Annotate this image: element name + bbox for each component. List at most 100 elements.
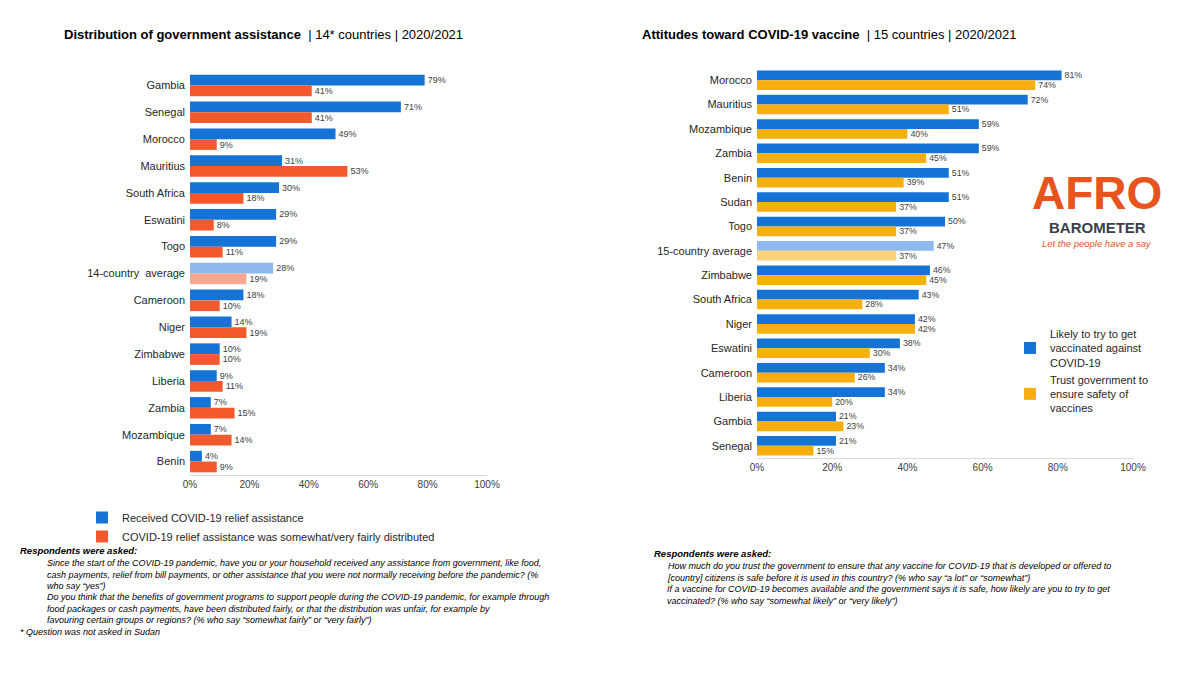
svg-text:10%: 10% [223,354,241,364]
svg-text:Do you think that the benefits: Do you think that the benefits of govern… [47,592,549,625]
svg-text:Attitudes toward COVID-19 vacc: Attitudes toward COVID-19 vaccine | 15 c… [642,27,1017,42]
svg-text:14%: 14% [235,317,253,327]
svg-text:0%: 0% [183,479,198,490]
svg-text:Morocco: Morocco [710,74,752,86]
svg-text:AFRO: AFRO [1032,167,1162,219]
svg-text:47%: 47% [937,241,955,251]
svg-text:Cameroon: Cameroon [701,367,752,379]
svg-text:100%: 100% [474,479,500,490]
svg-text:If a vaccine for COVID-19 beco: If a vaccine for COVID-19 becomes availa… [667,584,1110,606]
svg-text:28%: 28% [865,299,883,309]
svg-text:79%: 79% [428,75,446,85]
svg-text:51%: 51% [952,192,970,202]
svg-text:26%: 26% [858,372,876,382]
svg-text:Liberia: Liberia [152,375,186,387]
svg-text:15%: 15% [816,446,834,456]
svg-text:30%: 30% [282,183,300,193]
svg-text:Niger: Niger [159,321,186,333]
svg-text:42%: 42% [918,324,936,334]
svg-text:20%: 20% [822,462,842,473]
svg-text:51%: 51% [952,104,970,114]
svg-text:Respondents were asked:: Respondents were asked: [20,545,137,556]
svg-text:30%: 30% [873,348,891,358]
svg-text:Zambia: Zambia [715,147,753,159]
svg-text:Zimbabwe: Zimbabwe [701,269,752,281]
svg-text:21%: 21% [839,436,857,446]
svg-text:Zambia: Zambia [148,402,186,414]
svg-text:7%: 7% [214,424,227,434]
svg-text:BAROMETER: BAROMETER [1049,219,1146,236]
svg-text:Togo: Togo [161,240,185,252]
svg-text:Since the start of the COVID-1: Since the start of the COVID-19 pandemic… [47,558,541,591]
svg-text:COVID-19 relief assistance was: COVID-19 relief assistance was somewhat/… [122,531,434,543]
svg-text:34%: 34% [888,363,906,373]
svg-text:10%: 10% [223,344,241,354]
svg-text:Liberia: Liberia [719,391,753,403]
svg-text:28%: 28% [276,263,294,273]
svg-text:37%: 37% [899,226,917,236]
svg-text:71%: 71% [404,102,422,112]
svg-text:59%: 59% [982,119,1000,129]
svg-text:45%: 45% [929,275,947,285]
svg-text:Likely to try to getvaccinated: Likely to try to getvaccinated againstCO… [1050,328,1141,369]
svg-text:Senegal: Senegal [145,106,185,118]
svg-text:20%: 20% [835,397,853,407]
svg-text:41%: 41% [315,86,333,96]
svg-text:60%: 60% [973,462,993,473]
svg-text:* Question was not asked in Su: * Question was not asked in Sudan [20,627,160,637]
svg-text:15-country average: 15-country average [657,245,752,257]
svg-text:Togo: Togo [728,220,752,232]
svg-text:23%: 23% [846,421,864,431]
svg-text:42%: 42% [918,314,936,324]
svg-text:45%: 45% [929,153,947,163]
svg-text:14-country average: 14-country average [87,267,185,279]
svg-text:60%: 60% [358,479,378,490]
svg-text:Mauritius: Mauritius [707,98,752,110]
svg-text:18%: 18% [246,193,264,203]
svg-text:Zimbabwe: Zimbabwe [134,348,185,360]
svg-text:Eswatini: Eswatini [711,342,752,354]
svg-text:40%: 40% [910,129,928,139]
svg-text:29%: 29% [279,236,297,246]
svg-text:How much do you trust the gove: How much do you trust the government to … [667,561,1111,583]
svg-text:South Africa: South Africa [693,293,753,305]
svg-text:Sudan: Sudan [720,196,752,208]
svg-text:49%: 49% [339,129,357,139]
svg-text:34%: 34% [888,387,906,397]
svg-text:80%: 80% [418,479,438,490]
svg-text:7%: 7% [214,397,227,407]
svg-text:43%: 43% [922,290,940,300]
svg-text:40%: 40% [897,462,917,473]
svg-text:20%: 20% [239,479,259,490]
svg-text:59%: 59% [982,143,1000,153]
svg-text:72%: 72% [1031,95,1049,105]
svg-text:Cameroon: Cameroon [134,294,185,306]
svg-text:10%: 10% [223,301,241,311]
svg-text:Benin: Benin [157,455,185,467]
svg-text:Respondents were asked:: Respondents were asked: [654,548,771,559]
svg-text:11%: 11% [226,247,243,257]
svg-text:9%: 9% [220,140,233,150]
svg-text:Mozambique: Mozambique [689,123,752,135]
svg-text:4%: 4% [205,451,218,461]
svg-text:38%: 38% [903,338,921,348]
svg-text:50%: 50% [948,216,966,226]
svg-text:11%: 11% [226,381,243,391]
svg-text:South Africa: South Africa [126,187,186,199]
svg-text:29%: 29% [279,209,297,219]
svg-text:Received COVID-19 relief assis: Received COVID-19 relief assistance [122,512,304,524]
svg-text:Trust government toensure safe: Trust government toensure safety ofvacci… [1050,374,1148,415]
svg-text:80%: 80% [1048,462,1068,473]
svg-text:51%: 51% [952,168,970,178]
svg-text:19%: 19% [249,328,267,338]
svg-text:18%: 18% [246,290,264,300]
svg-text:Mozambique: Mozambique [122,429,185,441]
svg-text:40%: 40% [299,479,319,490]
svg-text:81%: 81% [1065,70,1083,80]
svg-text:15%: 15% [238,408,256,418]
svg-text:Distribution of government ass: Distribution of government assistance | … [64,27,463,42]
svg-text:21%: 21% [839,411,857,421]
svg-text:31%: 31% [285,156,303,166]
svg-text:53%: 53% [350,166,368,176]
svg-text:Mauritius: Mauritius [140,160,185,172]
